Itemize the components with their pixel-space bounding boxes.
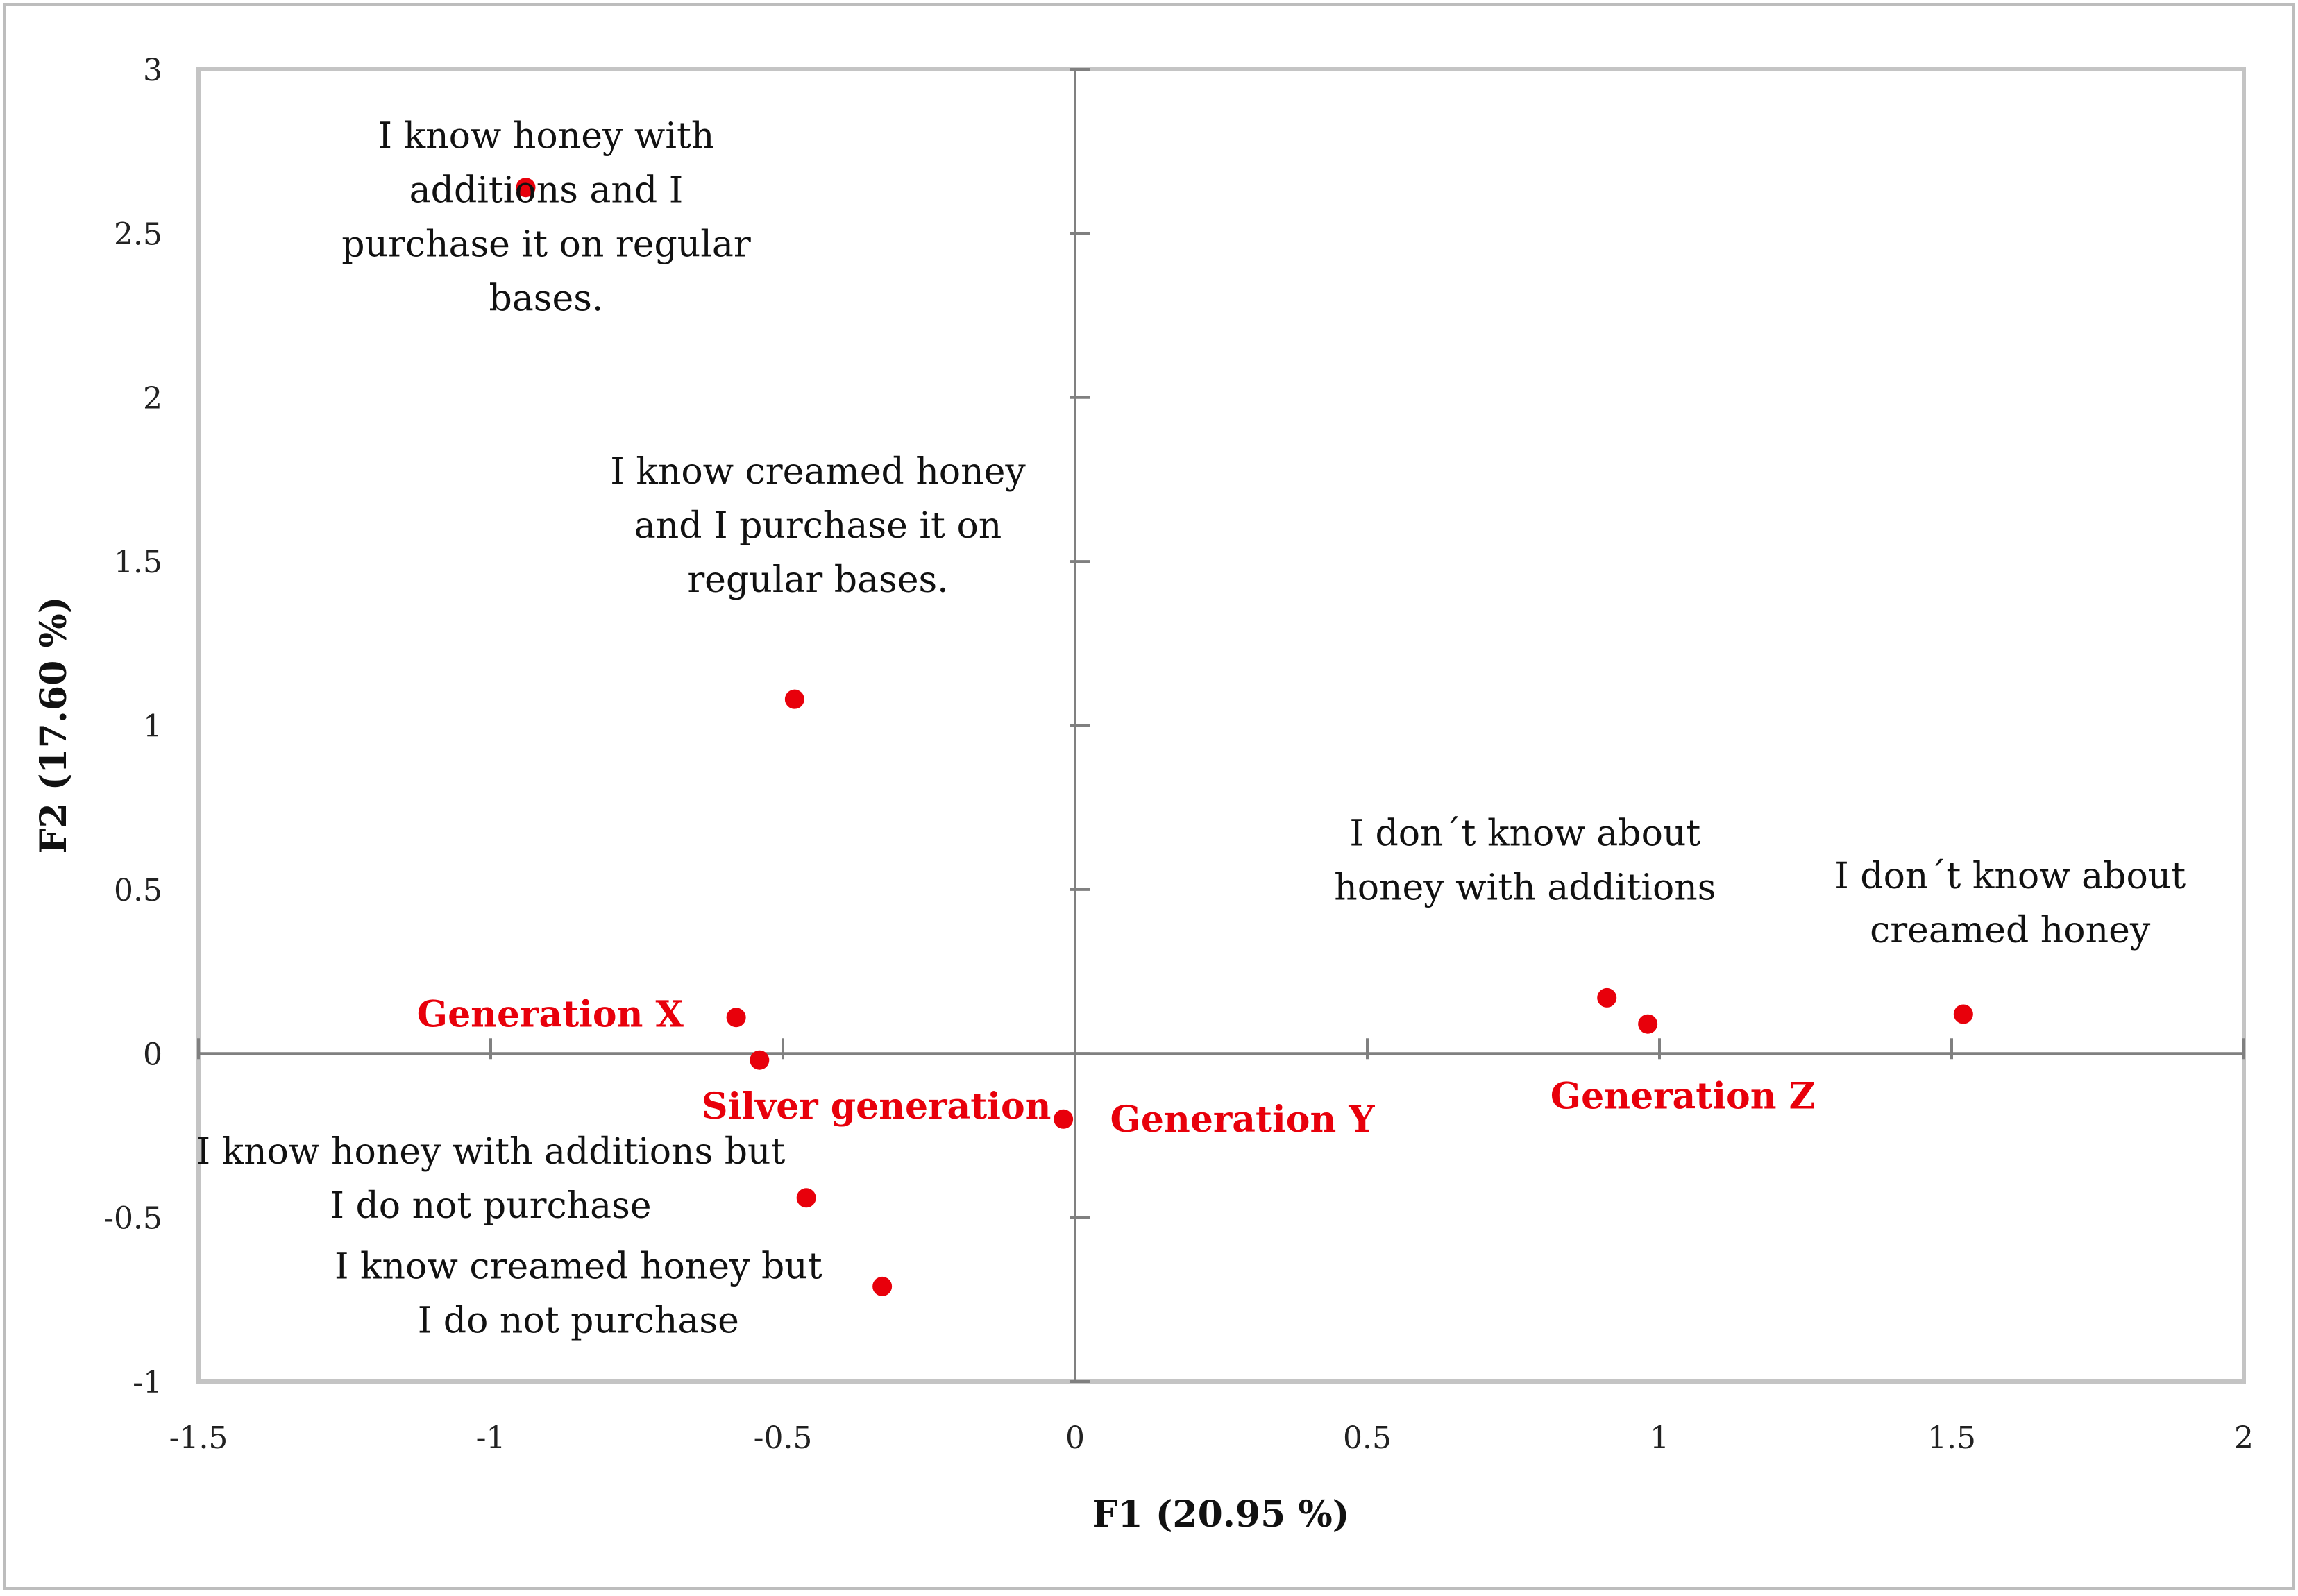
data-point bbox=[1953, 1004, 1973, 1024]
category-label: I don´t know about creamed honey bbox=[1834, 856, 2186, 951]
x-tick-label: 1.5 bbox=[1927, 1420, 1976, 1456]
y-tick-label: 2.5 bbox=[114, 217, 162, 252]
axes-layer bbox=[197, 68, 2245, 1383]
outer-border bbox=[3, 3, 2295, 1590]
data-point bbox=[726, 1008, 746, 1028]
generation-label: Generation X bbox=[417, 994, 684, 1036]
label-line: I know honey with additions but bbox=[196, 1131, 786, 1173]
label-line: Silver generation bbox=[702, 1085, 1051, 1128]
label-line: I don´t know about bbox=[1349, 813, 1700, 854]
y-tick-label: 0 bbox=[143, 1037, 162, 1072]
x-tick-label: 2 bbox=[2234, 1420, 2254, 1456]
data-point bbox=[750, 1050, 770, 1070]
label-line: I do not purchase bbox=[330, 1185, 651, 1227]
label-line: honey with additions bbox=[1334, 867, 1716, 908]
label-line: Generation Z bbox=[1551, 1076, 1816, 1118]
data-point bbox=[1638, 1014, 1658, 1034]
data-point bbox=[516, 178, 536, 198]
label-line: Generation Y bbox=[1110, 1098, 1376, 1141]
y-tick-label: 0.5 bbox=[114, 873, 162, 908]
label-line: I know creamed honey but bbox=[335, 1246, 822, 1287]
x-tick-label: -1.5 bbox=[169, 1420, 228, 1456]
x-axis-title: F1 (20.95 %) bbox=[1092, 1493, 1350, 1536]
category-label: I don´t know about honey with additions bbox=[1334, 813, 1716, 908]
data-point bbox=[872, 1276, 893, 1296]
label-line: I don´t know about bbox=[1834, 856, 2186, 897]
label-line: and I purchase it on bbox=[634, 505, 1002, 547]
generation-label: Generation Z bbox=[1551, 1076, 1816, 1118]
x-tick-label: -1 bbox=[476, 1420, 506, 1456]
label-line: bases. bbox=[489, 278, 604, 320]
y-tick-label: 1.5 bbox=[114, 545, 162, 580]
label-line: I do not purchase bbox=[418, 1300, 739, 1341]
label-line: I know creamed honey bbox=[610, 451, 1026, 493]
data-point bbox=[1597, 987, 1617, 1008]
y-tick-label: -1 bbox=[133, 1365, 162, 1400]
category-label: I know honey with additions but I do not … bbox=[196, 1131, 786, 1227]
data-points-layer bbox=[516, 178, 1973, 1296]
label-line: purchase it on regular bbox=[341, 224, 751, 266]
category-label: I know creamed honey and I purchase it on… bbox=[610, 451, 1026, 601]
label-line: regular bases. bbox=[687, 559, 948, 601]
data-point bbox=[784, 689, 804, 709]
label-line: creamed honey bbox=[1870, 910, 2151, 951]
y-axis-title: F2 (17.60 %) bbox=[33, 597, 75, 854]
x-tick-label: 0.5 bbox=[1343, 1420, 1392, 1456]
category-label: I know creamed honey but I do not purchas… bbox=[335, 1246, 822, 1341]
data-point bbox=[796, 1188, 816, 1208]
y-tick-label: -0.5 bbox=[103, 1201, 162, 1237]
category-label: I know honey with additions and I purchase… bbox=[341, 116, 751, 320]
y-tick-label: 1 bbox=[143, 709, 162, 745]
label-line: I know honey with bbox=[378, 116, 715, 158]
generation-label: Silver generation bbox=[702, 1085, 1051, 1128]
y-tick-label: 3 bbox=[143, 53, 162, 88]
y-tick-label: 2 bbox=[143, 381, 162, 416]
x-tick-label: 1 bbox=[1650, 1420, 1669, 1456]
plot-area-border bbox=[196, 67, 2246, 1384]
label-line: additions and I bbox=[409, 170, 684, 212]
data-point bbox=[1054, 1109, 1074, 1129]
generation-label: Generation Y bbox=[1110, 1098, 1376, 1141]
annotations-layer: I know honey with additions and I purchase… bbox=[196, 116, 2186, 1342]
x-tick-label: 0 bbox=[1065, 1420, 1085, 1456]
tick-labels-layer: -1-0.500.511.522.53-1.5 -1 -0.5 0 0.5 1 1.5 2 bbox=[103, 53, 2254, 1456]
x-tick-label: -0.5 bbox=[754, 1420, 813, 1456]
label-line: Generation X bbox=[417, 994, 684, 1036]
